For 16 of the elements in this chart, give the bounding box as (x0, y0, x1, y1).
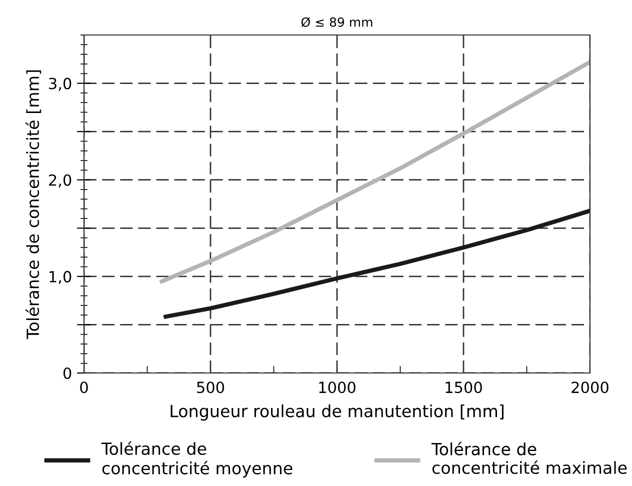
chart-title: Ø ≤ 89 mm (301, 17, 372, 28)
y-tick-label: 3,0 (49, 78, 72, 91)
x-tick-label: 500 (197, 382, 224, 394)
x-tick-label: 2000 (572, 382, 608, 394)
y-tick-label: 2,0 (49, 174, 72, 188)
x-tick-label: 0 (80, 382, 88, 394)
line-series (158, 60, 590, 284)
legend-label: Tolérance de concentricité maximale (431, 442, 627, 474)
y-tick-label: 0 (63, 367, 72, 380)
line-series (162, 208, 590, 320)
x-tick-label: 1500 (446, 382, 482, 394)
legend-label: Tolérance de concentricité moyenne (101, 441, 292, 478)
x-axis-title: Longueur rouleau de manutention [mm] (170, 404, 504, 421)
y-axis-title: Tolérance de concentricité [mm] (26, 70, 42, 340)
y-tick-label: 1,0 (50, 270, 72, 284)
x-tick-label: 1000 (319, 382, 356, 394)
